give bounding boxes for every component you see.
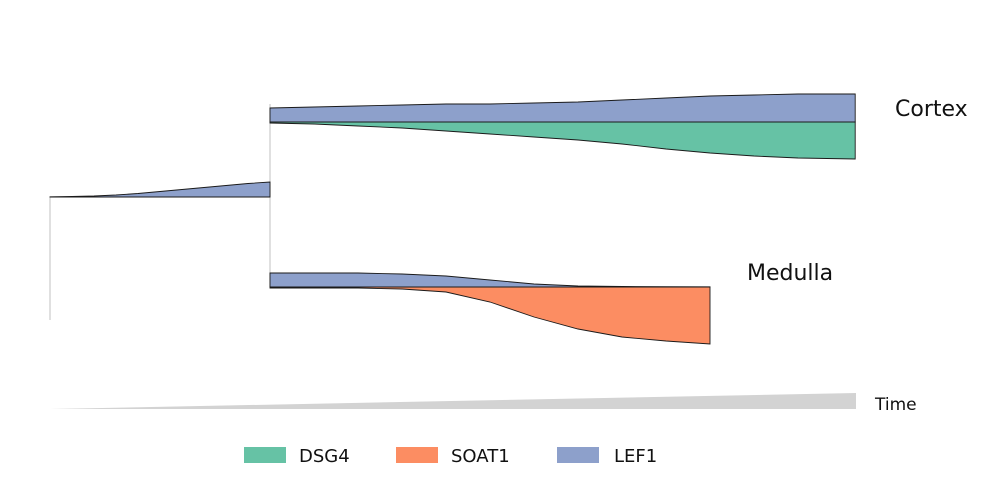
branch-label-medulla: Medulla	[747, 261, 833, 286]
branch-label-cortex: Cortex	[895, 97, 968, 122]
cortex-stream-lef1	[269, 93, 856, 123]
legend-swatch-soat1	[396, 447, 438, 463]
medulla-stream-lef1	[269, 272, 711, 288]
cortex-stream-dsg4	[269, 121, 856, 160]
legend-swatch-dsg4	[244, 447, 286, 463]
legend-label-soat1: SOAT1	[451, 446, 510, 467]
root-stream-lef1	[49, 181, 271, 198]
time-axis-label: Time	[874, 395, 917, 415]
legend-label-lef1: LEF1	[614, 446, 657, 467]
legend-label-dsg4: DSG4	[299, 446, 350, 467]
stream-layers	[49, 93, 856, 345]
legend: DSG4 SOAT1 LEF1	[244, 446, 657, 467]
time-wedge	[50, 393, 856, 409]
legend-swatch-lef1	[557, 447, 599, 463]
medulla-stream-soat1	[269, 286, 711, 345]
